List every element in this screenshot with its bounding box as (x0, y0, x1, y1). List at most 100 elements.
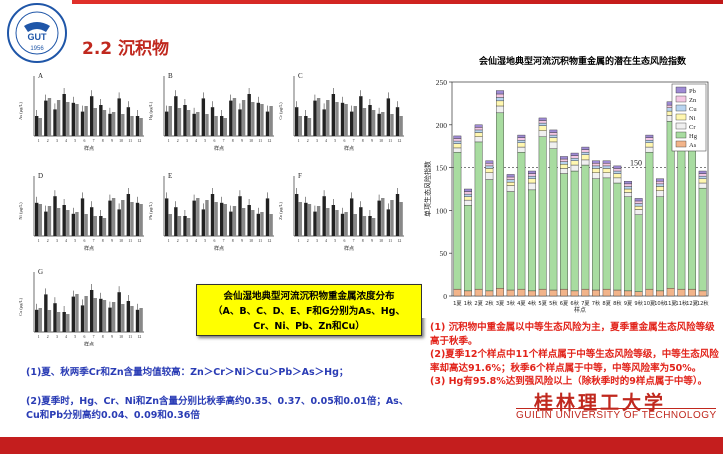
bar-segment-cu (453, 140, 462, 144)
panel-ylabel: Zn (μg/L) (278, 202, 283, 220)
panel-bar (47, 98, 52, 136)
bar-segment-cu (698, 175, 707, 179)
bar-segment-hg (634, 214, 643, 292)
page-title: 2.2 沉积物 (82, 39, 170, 59)
panel-bar (34, 309, 39, 332)
bar-segment-cr (645, 146, 654, 153)
bar-segment-cu (602, 165, 611, 169)
bar-segment-cu (549, 134, 558, 138)
panel-bar (121, 304, 125, 332)
panel-letter: A (38, 72, 43, 80)
bar-segment-ni (656, 186, 664, 191)
panel-bar (75, 294, 79, 332)
bar-segment-cu (538, 122, 547, 126)
panel-bar (108, 200, 112, 236)
bar-segment-cu (517, 140, 526, 143)
panel-tick: 9 (111, 239, 113, 243)
panel-bar (111, 198, 116, 236)
panel-bar (340, 213, 345, 236)
panel-tick: 8 (362, 239, 364, 243)
bar-segment-zn (485, 163, 494, 167)
risk-chart: 0 50 100 150 200 250 单项生态风险指数 150 1夏 1秋 2夏 2秋 3夏 3秋 4夏… (423, 78, 709, 314)
bar-segment-hg (570, 170, 579, 292)
panel-bar (265, 111, 270, 136)
panel-bar (331, 94, 336, 136)
y-tick-label: 0 (443, 292, 447, 301)
panel-bar (349, 198, 354, 236)
panel-tick: 10 (119, 139, 123, 143)
panel-bar (130, 306, 134, 332)
panel-bar (168, 214, 172, 236)
panel-bar (47, 310, 52, 332)
panel-bar (399, 202, 403, 236)
panel-xlabel: 样点 (84, 245, 94, 252)
top-accent-bar (72, 0, 723, 4)
panel-bar (232, 206, 237, 236)
panel-bar (66, 102, 70, 136)
bar-segment-hg (453, 151, 462, 290)
panel-bar (177, 108, 182, 136)
panel-tick: 12 (268, 139, 272, 143)
panel-tick: 4 (65, 139, 67, 143)
bar-segment-pb (634, 198, 643, 202)
bar-segment-pb (602, 160, 611, 164)
panel-bar (117, 209, 121, 236)
legend-label: Pb (689, 88, 696, 95)
bar-segment-zn (506, 176, 515, 180)
panel-tick: 10 (119, 239, 123, 243)
panel-bar (121, 114, 125, 136)
panel-bar (322, 109, 326, 136)
panel-tick: 8 (362, 139, 364, 143)
panel-bar (89, 290, 94, 332)
bar-segment-as (677, 288, 686, 297)
panel-bar (126, 301, 131, 332)
panel-bar (241, 100, 246, 136)
panel-bar (335, 210, 339, 236)
panel-bar (326, 100, 330, 136)
legend-label: Zn (689, 97, 697, 104)
panel-ylabel: Cr (μg/L) (278, 102, 283, 120)
panel-bar (99, 216, 103, 236)
bar-segment-cu (624, 186, 632, 190)
panel-bar (139, 118, 143, 136)
panel-tick: 4 (325, 239, 327, 243)
panel-bar (214, 202, 218, 236)
legend-swatch (675, 131, 687, 139)
panel-bar (80, 111, 85, 136)
panel-bar (362, 108, 367, 136)
y-tick-label: 200 (436, 121, 448, 130)
bar-segment-ni (602, 168, 611, 173)
panel-bar (84, 214, 88, 236)
bar-segment-hg (581, 164, 590, 290)
panel-bar (381, 112, 385, 136)
panel-bar (368, 216, 372, 236)
panel-tick: 9 (111, 335, 113, 339)
panel-bar (99, 298, 103, 332)
panel-tick: 11 (128, 239, 132, 243)
legend-label: Cr (689, 124, 696, 131)
panel-tick: 3 (186, 139, 188, 143)
footer-university-en: GUILIN UNIVERSITY OF TECHNOLOGY (516, 410, 717, 421)
panel-tick: 7 (93, 239, 95, 243)
bar-segment-as (581, 288, 590, 297)
panel-tick: 12 (268, 239, 272, 243)
panel-tick: 7 (353, 239, 355, 243)
x-tick-label: 5秋 (549, 299, 558, 307)
panel-bar (126, 107, 131, 136)
panel-bar (66, 314, 70, 332)
bar-segment-as (506, 289, 515, 297)
x-tick-label: 3秋 (506, 299, 515, 307)
panel-bar (62, 312, 66, 332)
bar-segment-zn (464, 191, 472, 195)
x-tick-label: 9夏 (624, 300, 633, 307)
panel-bar (38, 118, 42, 136)
panel-bar (80, 198, 85, 236)
bar-segment-cu (560, 161, 568, 165)
bar-segment-cr (634, 209, 643, 215)
bar-segment-as (549, 289, 558, 297)
bar-segment-cr (474, 136, 483, 143)
x-tick-label: 5夏 (538, 300, 547, 307)
panel-bar (349, 111, 354, 136)
x-tick-label: 1秋 (464, 299, 473, 307)
